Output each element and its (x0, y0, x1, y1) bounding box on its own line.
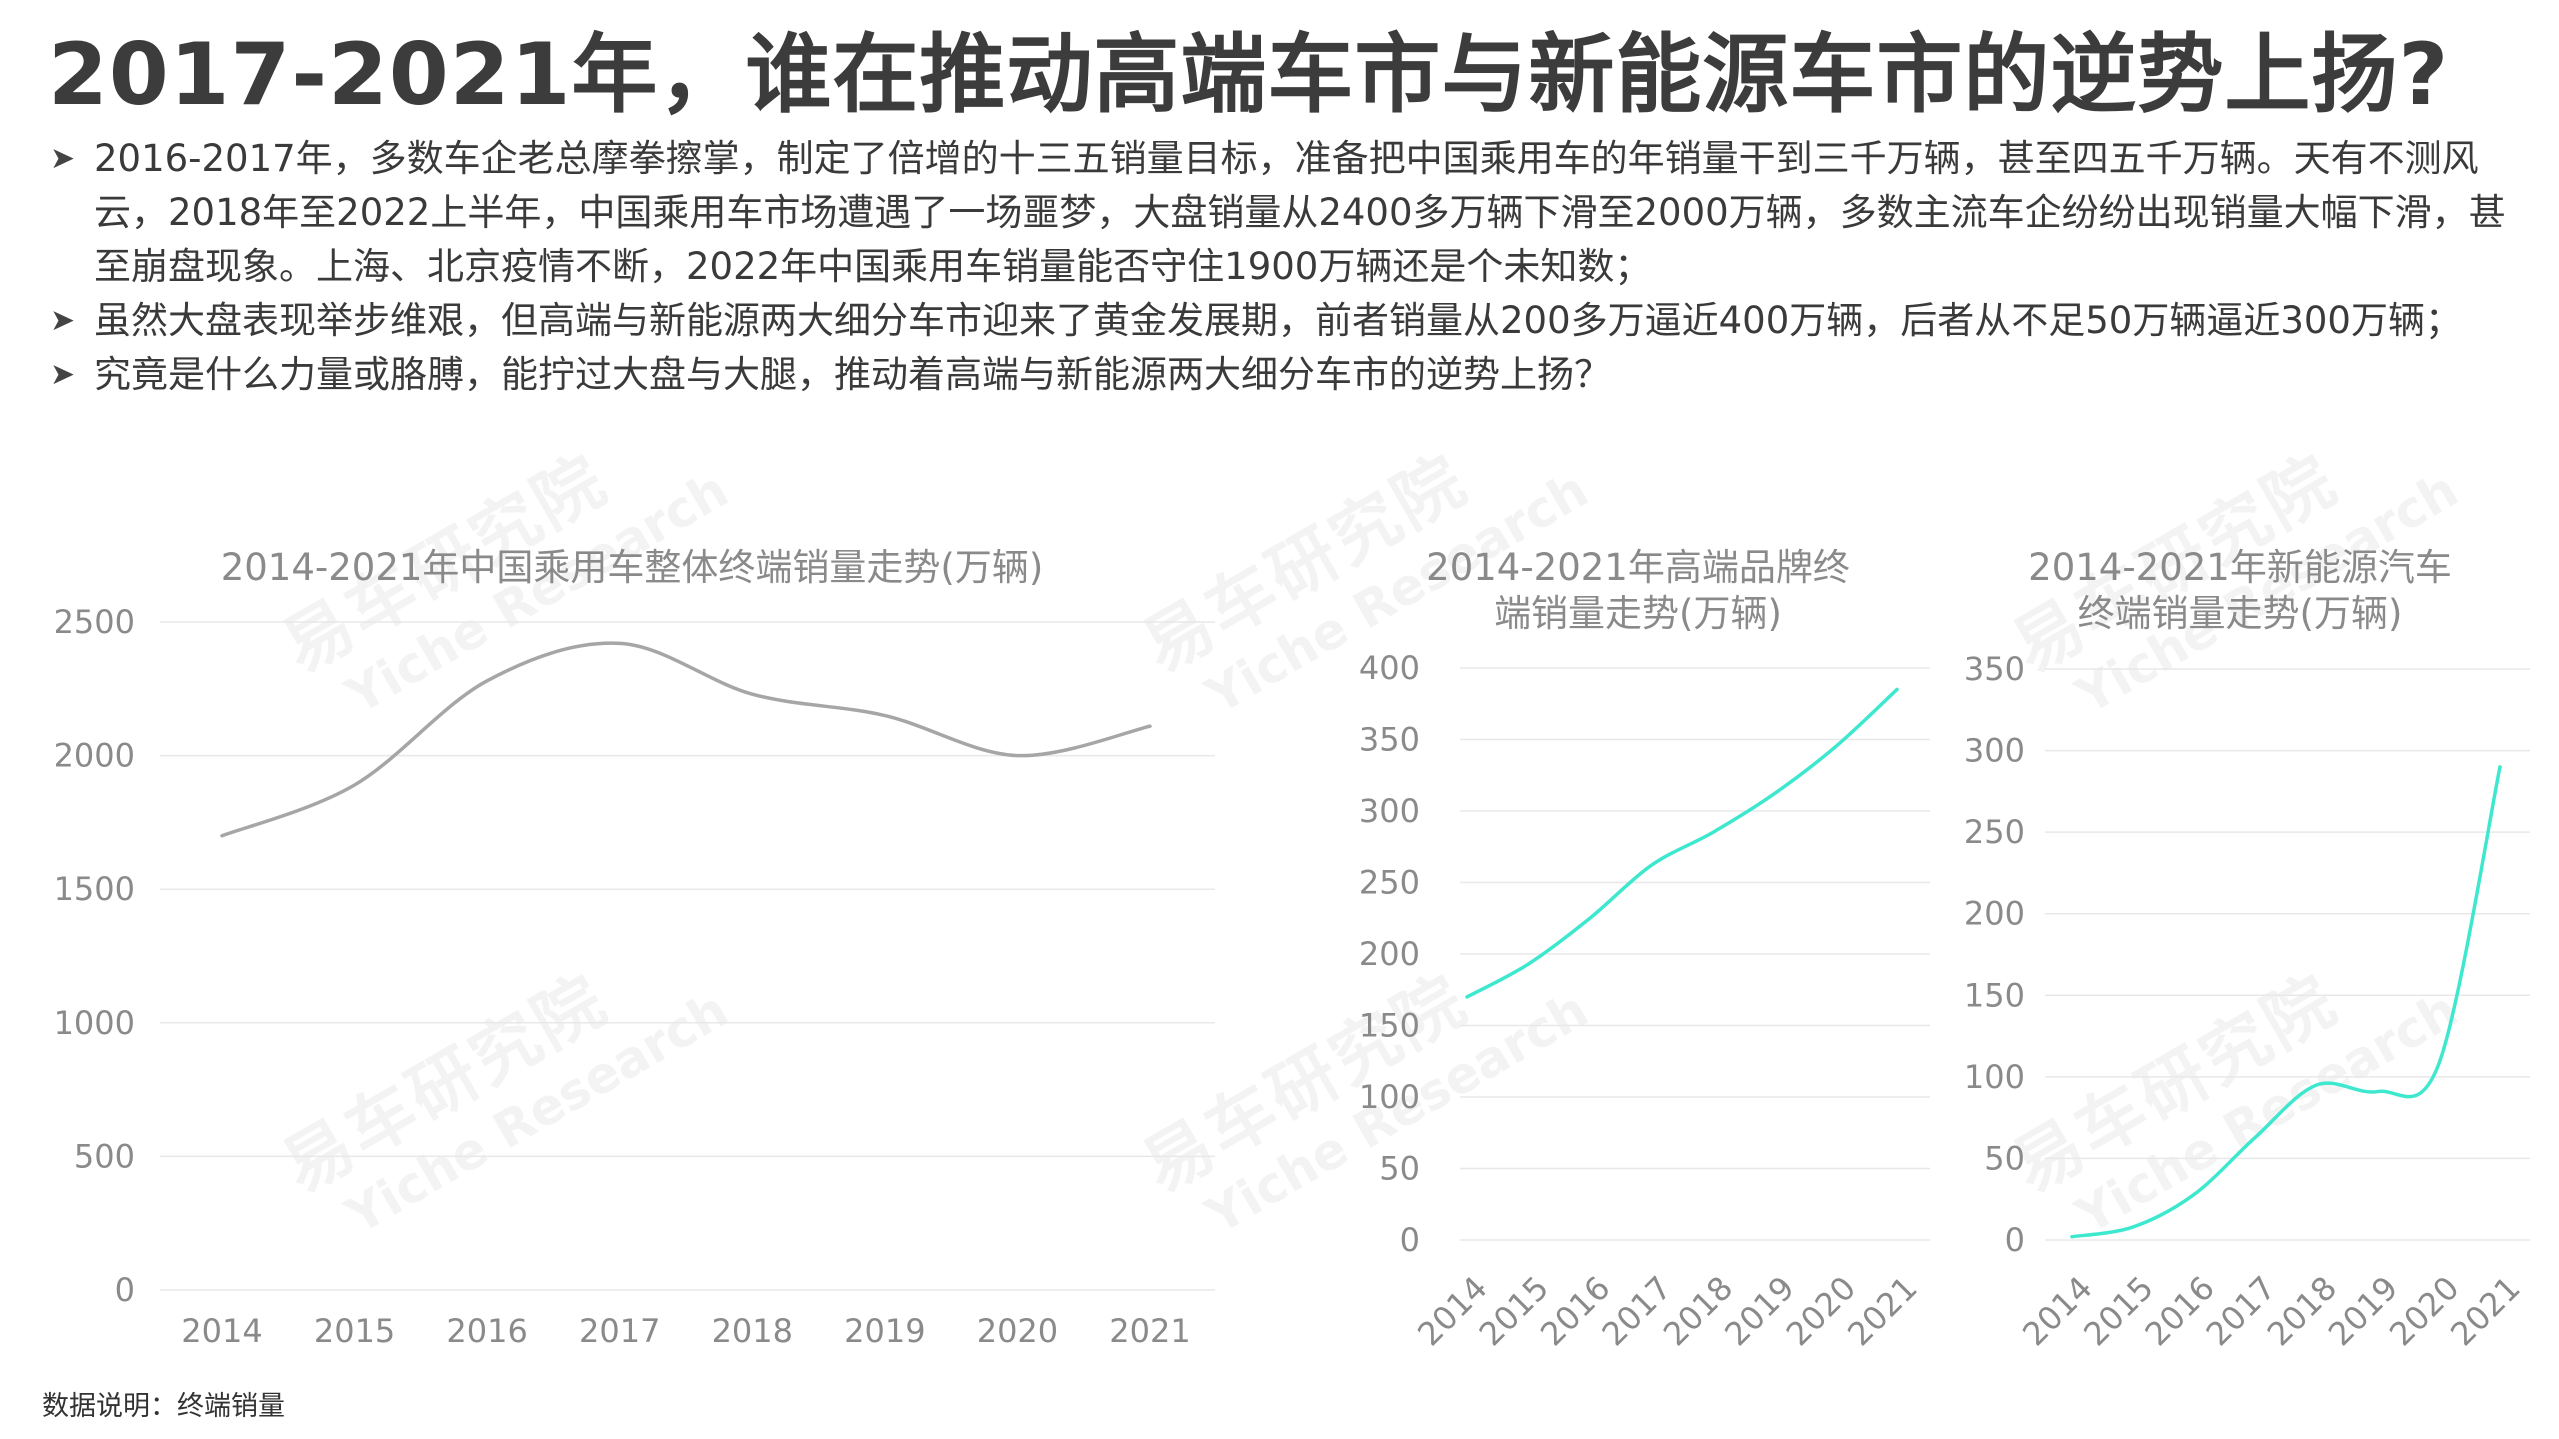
y-tick-label: 100 (1359, 1078, 1420, 1116)
bullet-text: 虽然大盘表现举步维艰，但高端与新能源两大细分车市迎来了黄金发展期，前者销量从20… (94, 299, 2462, 342)
x-tick-label: 2021 (2443, 1269, 2527, 1353)
x-tick-label: 2017 (1594, 1269, 1678, 1353)
x-tick-label: 2018 (1656, 1269, 1740, 1353)
x-tick-label: 2017 (2199, 1269, 2283, 1353)
y-tick-label: 250 (1964, 813, 2025, 851)
chart-title: 2014-2021年高端品牌终 (1426, 546, 1850, 589)
chart-overall: 2014-2021年中国乘用车整体终端销量走势(万辆) 0 500 1000 1500 2… (54, 546, 1215, 1350)
x-tick-label: 2020 (2382, 1269, 2466, 1353)
y-tick-label: 2000 (54, 737, 135, 775)
x-tick-label: 2019 (844, 1312, 925, 1350)
y-tick-label: 0 (115, 1271, 135, 1309)
page-title: 2017-2021年，谁在推动高端车市与新能源车市的逆势上扬? (48, 25, 2450, 125)
y-tick-label: 150 (1964, 976, 2025, 1014)
x-tick-label: 2014 (1410, 1269, 1494, 1353)
arrow-right-icon: ➤ (50, 141, 76, 176)
bullet-text: 究竟是什么力量或胳膊，能拧过大盘与大腿，推动着高端与新能源两大细分车市的逆势上扬… (94, 353, 1611, 396)
y-tick-label: 350 (1964, 650, 2025, 688)
y-tick-label: 250 (1359, 864, 1420, 902)
bullet-item: ➤ 虽然大盘表现举步维艰，但高端与新能源两大细分车市迎来了黄金发展期，前者销量从… (50, 294, 2520, 348)
y-tick-label: 1500 (54, 870, 135, 908)
y-tick-label: 500 (74, 1137, 135, 1175)
y-tick-label: 350 (1359, 721, 1420, 759)
x-tick-label: 2016 (1533, 1269, 1617, 1353)
x-tick-label: 2016 (2137, 1269, 2221, 1353)
y-tick-label: 300 (1359, 792, 1420, 830)
y-tick-label: 50 (1984, 1139, 2025, 1177)
x-tick-label: 2015 (2076, 1269, 2160, 1353)
chart-title: 终端销量走势(万辆) (2078, 592, 2403, 635)
x-tick-label: 2021 (1840, 1269, 1924, 1353)
x-tick-label: 2014 (181, 1312, 262, 1350)
y-tick-label: 50 (1379, 1150, 1420, 1188)
x-tick-label: 2015 (314, 1312, 395, 1350)
x-tick-label: 2016 (446, 1312, 527, 1350)
y-tick-label: 100 (1964, 1058, 2025, 1096)
bullet-item: ➤ 2016-2017年，多数车企老总摩拳擦掌，制定了倍增的十三五销量目标，准备… (50, 132, 2520, 294)
bullet-list: ➤ 2016-2017年，多数车企老总摩拳擦掌，制定了倍增的十三五销量目标，准备… (50, 132, 2520, 402)
chart-title: 端销量走势(万辆) (1494, 592, 1782, 635)
x-tick-label: 2019 (1717, 1269, 1801, 1353)
chart-title: 2014-2021年中国乘用车整体终端销量走势(万辆) (221, 546, 1044, 589)
y-tick-label: 400 (1359, 649, 1420, 687)
bullet-item: ➤ 究竟是什么力量或胳膊，能拧过大盘与大腿，推动着高端与新能源两大细分车市的逆势… (50, 348, 2520, 402)
y-tick-label: 0 (2005, 1221, 2025, 1259)
series-line (1465, 687, 1899, 999)
y-tick-label: 0 (1400, 1221, 1420, 1259)
y-tick-label: 200 (1964, 895, 2025, 933)
x-tick-label: 2021 (1109, 1312, 1190, 1350)
footnote: 数据说明：终端销量 (42, 1391, 285, 1422)
y-tick-label: 150 (1359, 1007, 1420, 1045)
series-line (220, 641, 1152, 838)
y-tick-label: 300 (1964, 732, 2025, 770)
x-tick-label: 2015 (1472, 1269, 1556, 1353)
y-tick-label: 1000 (54, 1004, 135, 1042)
x-tick-label: 2018 (712, 1312, 793, 1350)
x-tick-label: 2018 (2260, 1269, 2344, 1353)
x-tick-label: 2019 (2321, 1269, 2405, 1353)
x-tick-label: 2020 (1779, 1269, 1863, 1353)
bullet-text: 2016-2017年，多数车企老总摩拳擦掌，制定了倍增的十三五销量目标，准备把中… (94, 137, 2506, 288)
x-tick-label: 2014 (2015, 1269, 2099, 1353)
arrow-right-icon: ➤ (50, 357, 76, 392)
x-tick-label: 2020 (977, 1312, 1058, 1350)
arrow-right-icon: ➤ (50, 303, 76, 338)
y-tick-label: 2500 (54, 603, 135, 641)
x-tick-label: 2017 (579, 1312, 660, 1350)
chart-title: 2014-2021年新能源汽车 (2028, 546, 2452, 589)
series-line (2070, 765, 2502, 1239)
y-tick-label: 200 (1359, 935, 1420, 973)
